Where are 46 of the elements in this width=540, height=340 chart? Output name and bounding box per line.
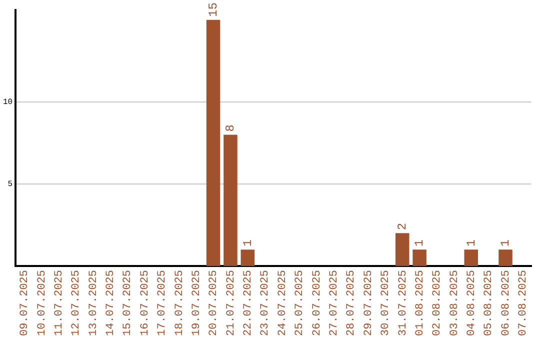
data-label: 2 <box>396 222 410 230</box>
data-label: 8 <box>224 124 238 132</box>
x-tick-label: 24.07.2025 <box>276 270 289 336</box>
x-tick-label: 23.07.2025 <box>260 270 272 336</box>
data-label: 15 <box>206 2 220 17</box>
x-tick-label: 10.07.2025 <box>36 270 48 336</box>
bar <box>224 134 238 266</box>
x-tick-label: 27.07.2025 <box>328 270 340 336</box>
x-tick-label: 31.07.2025 <box>397 270 410 336</box>
data-label: 1 <box>412 239 427 247</box>
data-label: 1 <box>498 239 513 247</box>
x-tick-label: 20.07.2025 <box>208 270 220 336</box>
y-tick-label: 10 <box>2 98 13 108</box>
y-tick-label: 5 <box>8 180 13 190</box>
bar <box>464 250 478 266</box>
bar <box>240 250 255 266</box>
x-tick-label: 22.07.2025 <box>242 270 255 336</box>
x-tick-label: 07.08.2025 <box>518 270 530 336</box>
data-label: 1 <box>464 239 478 247</box>
x-tick-label: 03.08.2025 <box>448 270 461 336</box>
bar <box>498 250 512 266</box>
x-tick-label: 12.07.2025 <box>70 270 83 336</box>
x-tick-label: 19.07.2025 <box>190 270 203 336</box>
x-tick-label: 05.08.2025 <box>483 270 496 336</box>
x-tick-label: 14.07.2025 <box>105 270 118 336</box>
x-tick-label: 02.08.2025 <box>432 270 444 336</box>
x-tick-label: 18.07.2025 <box>174 270 186 336</box>
x-tick-label: 01.08.2025 <box>414 270 426 336</box>
x-tick-label: 15.07.2025 <box>122 270 134 336</box>
x-tick-label: 04.08.2025 <box>466 270 478 336</box>
bar <box>412 250 426 266</box>
x-tick-label: 06.08.2025 <box>500 270 512 336</box>
x-tick-label: 17.07.2025 <box>156 270 169 336</box>
x-tick-label: 09.07.2025 <box>19 270 32 336</box>
x-tick-label: 26.07.2025 <box>311 270 324 336</box>
x-tick-label: 29.07.2025 <box>362 270 375 336</box>
data-label: 1 <box>240 239 255 247</box>
x-tick-label: 16.07.2025 <box>139 270 152 336</box>
x-tick-label: 25.07.2025 <box>294 270 306 336</box>
x-tick-label: 30.07.2025 <box>380 270 392 336</box>
x-tick-label: 13.07.2025 <box>88 270 100 336</box>
x-tick-label: 21.07.2025 <box>225 270 238 336</box>
x-tick-label: 28.07.2025 <box>346 270 358 336</box>
bar <box>206 20 220 266</box>
bar <box>395 233 410 266</box>
x-tick-label: 11.07.2025 <box>53 270 66 336</box>
